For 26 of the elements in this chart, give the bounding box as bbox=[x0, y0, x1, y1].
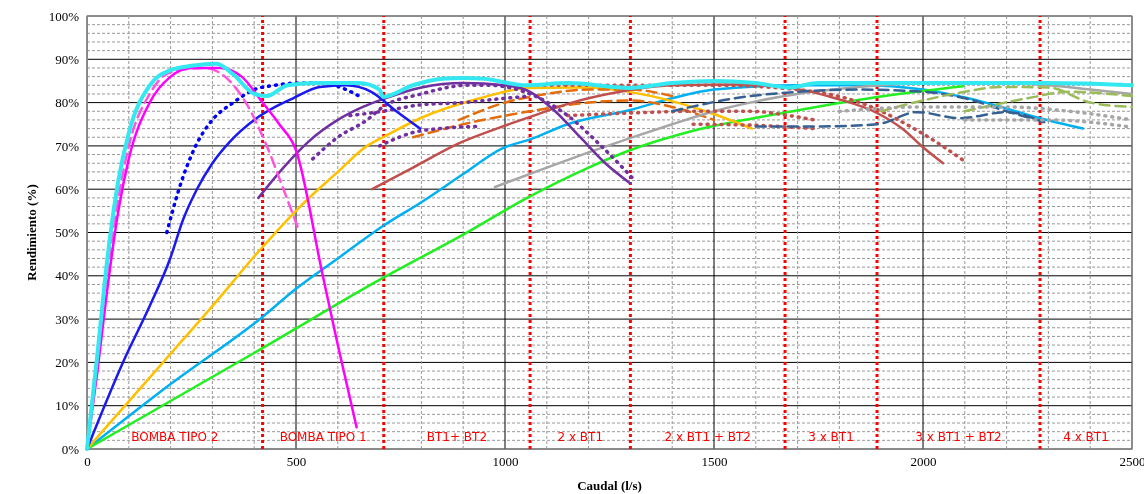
x-axis-title: Caudal (l/s) bbox=[577, 478, 642, 493]
annotation: 3 x BT1 bbox=[808, 430, 854, 444]
y-tick-label: 0% bbox=[61, 441, 80, 457]
y-tick-label: 80% bbox=[55, 95, 80, 111]
annotation: BT1+ BT2 bbox=[426, 430, 488, 444]
annotation: BOMBA TIPO 1 bbox=[279, 430, 367, 444]
y-tick-label: 50% bbox=[55, 225, 80, 241]
y-tick-label: 60% bbox=[55, 181, 80, 197]
x-tick-label: 1000 bbox=[492, 454, 519, 470]
annotation: BOMBA TIPO 2 bbox=[131, 430, 219, 444]
y-tick-label: 30% bbox=[55, 311, 80, 327]
y-tick-label: 40% bbox=[55, 268, 80, 284]
y-tick-label: 10% bbox=[55, 398, 80, 414]
y-tick-label: 100% bbox=[48, 8, 80, 24]
x-tick-label: 500 bbox=[286, 454, 307, 470]
y-tick-label: 90% bbox=[55, 51, 80, 67]
y-tick-label: 70% bbox=[55, 138, 80, 154]
y-tick-label: 20% bbox=[55, 355, 80, 371]
y-axis-title: Rendimiento (%) bbox=[24, 184, 39, 281]
annotation: 2 x BT1 bbox=[557, 430, 604, 444]
x-tick-label: 0 bbox=[84, 454, 91, 470]
x-tick-label: 1500 bbox=[701, 454, 728, 470]
annotation: 2 x BT1 + BT2 bbox=[664, 430, 751, 444]
annotation: 4 x BT1 bbox=[1063, 430, 1109, 444]
x-tick-label: 2000 bbox=[910, 454, 937, 470]
annotation: 3 x BT1 + BT2 bbox=[915, 430, 1002, 444]
